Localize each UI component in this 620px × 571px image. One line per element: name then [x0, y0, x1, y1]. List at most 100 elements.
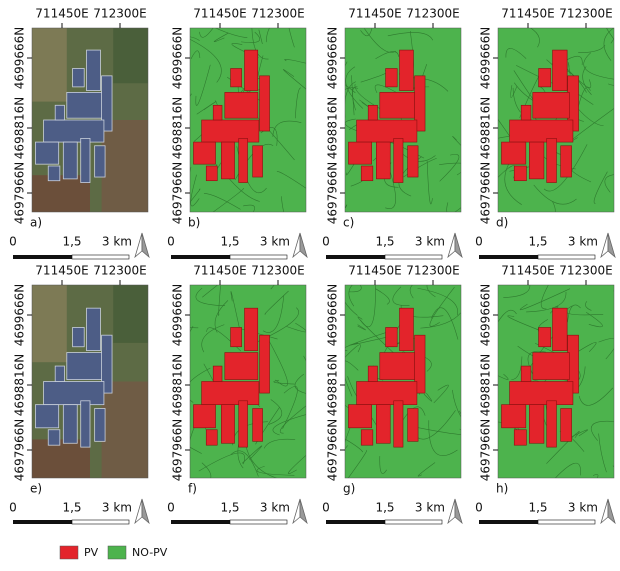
solar-array — [55, 366, 64, 381]
field — [32, 285, 67, 362]
panel-letter: h) — [496, 482, 508, 496]
pv-area — [561, 409, 572, 442]
north-arrow — [142, 233, 149, 257]
solar-array — [35, 142, 58, 164]
pv-area — [380, 353, 415, 380]
pv-area — [225, 92, 258, 118]
solar-array — [95, 409, 105, 442]
y-coord-label: 4697966N — [171, 419, 185, 481]
y-coord-label: 4699666N — [13, 27, 27, 89]
y-coord-label: 4697966N — [171, 162, 185, 224]
solar-array — [73, 68, 85, 86]
x-coord-label: 711450E — [501, 264, 554, 278]
scale-label: 1,5 — [220, 501, 239, 515]
y-coord-label: 4697966N — [479, 419, 493, 481]
scale-label: 3 km — [568, 235, 598, 249]
pv-area — [239, 401, 248, 447]
field — [102, 382, 148, 479]
x-coord-label: 712300E — [251, 264, 304, 278]
pv-area — [221, 142, 234, 179]
scale-label: 0 — [322, 501, 330, 515]
pv-area — [221, 405, 234, 444]
scale-label: 3 km — [415, 235, 445, 249]
y-coord-label: 4699666N — [326, 27, 340, 89]
scale-bar-dark — [171, 520, 230, 524]
y-coord-label: 4698816N — [326, 354, 340, 416]
pv-area — [376, 142, 390, 179]
pv-area — [368, 366, 377, 381]
pv-area — [529, 405, 544, 444]
legend-label: PV — [84, 546, 99, 559]
scale-label: 3 km — [102, 235, 132, 249]
scale-bar-light — [72, 520, 129, 524]
y-coord-label: 4697966N — [479, 162, 493, 224]
parcel-boundary — [459, 411, 473, 421]
solar-array — [67, 92, 102, 118]
north-arrow — [608, 233, 615, 257]
panel-letter: d) — [496, 216, 508, 230]
map-panel: 711450E712300E4699666N4698816N4697966Nb)… — [154, 0, 322, 259]
pv-area — [553, 50, 568, 90]
north-arrow — [300, 499, 307, 523]
north-arrow — [293, 233, 300, 257]
scale-label: 0 — [322, 235, 330, 249]
map — [471, 9, 620, 232]
y-coord-label: 4699666N — [13, 284, 27, 346]
map-panel: 711450E712300E4699666N4698816N4697966Na)… — [9, 7, 149, 260]
scale-bar-dark — [479, 520, 538, 524]
pv-area — [510, 120, 573, 142]
pv-area — [394, 138, 403, 182]
scale-bar-dark — [479, 255, 538, 259]
map-panel: 711450E712300E4699666N4698816N4697966Nc)… — [303, 0, 475, 259]
x-coord-label: 711450E — [35, 7, 88, 21]
pv-area — [213, 366, 222, 381]
solar-array — [81, 138, 90, 182]
field — [32, 28, 67, 102]
pv-area — [231, 68, 242, 86]
solar-array — [35, 405, 58, 428]
pv-area — [386, 68, 398, 86]
pv-area — [253, 146, 263, 177]
y-coord-label: 4698816N — [479, 354, 493, 416]
scale-bar-dark — [13, 255, 72, 259]
legend-swatch — [60, 546, 78, 559]
pv-area — [361, 166, 373, 181]
pv-area — [539, 68, 551, 86]
pv-area — [547, 138, 557, 182]
pv-area — [202, 120, 259, 142]
y-coord-label: 4698816N — [171, 354, 185, 416]
scale-bar-light — [72, 255, 129, 259]
pv-area — [408, 409, 418, 442]
scale-bar-light — [538, 520, 595, 524]
x-coord-label: 711450E — [348, 264, 401, 278]
scale-bar-dark — [326, 520, 385, 524]
pv-area — [202, 382, 259, 405]
y-coord-label: 4698816N — [13, 97, 27, 159]
field — [113, 28, 148, 83]
scale-label: 3 km — [260, 235, 290, 249]
pv-area — [368, 105, 377, 120]
pv-area — [260, 335, 270, 393]
panel-letter: g) — [343, 482, 355, 496]
pv-area — [245, 308, 258, 350]
north-arrow — [601, 499, 608, 523]
panel-letter: c) — [343, 216, 354, 230]
x-coord-label: 712300E — [93, 264, 146, 278]
scale-label: 0 — [9, 235, 17, 249]
x-coord-label: 712300E — [559, 7, 612, 21]
y-coord-label: 4698816N — [171, 97, 185, 159]
y-coord-label: 4699666N — [171, 27, 185, 89]
panel-letter: e) — [30, 482, 42, 496]
pv-area — [533, 353, 570, 380]
north-arrow — [601, 233, 608, 257]
pv-area — [193, 405, 215, 428]
y-coord-label: 4698816N — [479, 97, 493, 159]
north-arrow — [293, 499, 300, 523]
scale-bar-dark — [326, 255, 385, 259]
pv-area — [357, 120, 417, 142]
pv-area — [553, 308, 568, 350]
y-coord-label: 4699666N — [171, 284, 185, 346]
x-coord-label: 711450E — [35, 264, 88, 278]
solar-array — [95, 146, 105, 177]
